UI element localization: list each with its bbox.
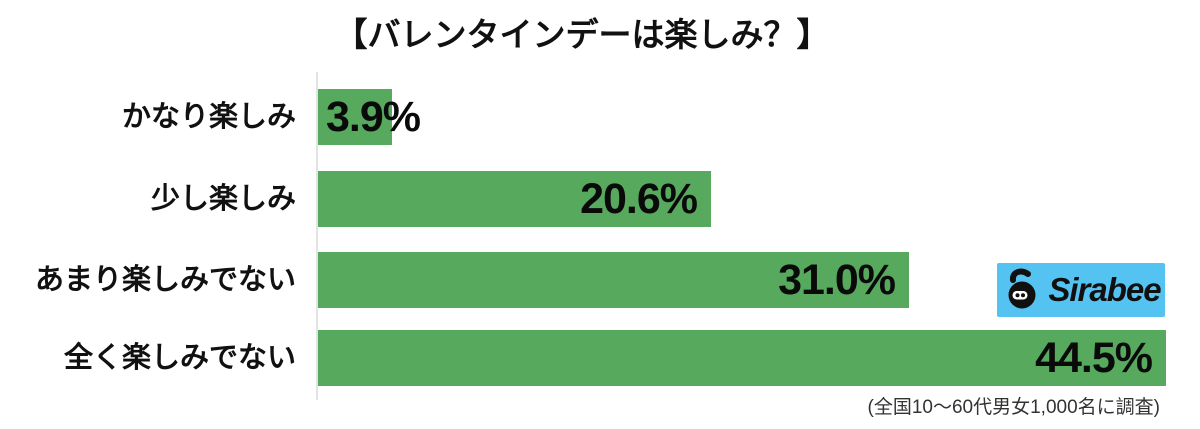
category-label: かなり楽しみ (121, 101, 296, 133)
bar: 44.5% (318, 330, 1166, 386)
category-label: あまり楽しみでない (34, 264, 296, 296)
category-label: 全く楽しみでない (63, 342, 296, 374)
sirabee-bee-icon (1008, 268, 1036, 309)
bar-value-label: 3.9% (326, 93, 421, 141)
bar: 20.6% (318, 171, 711, 227)
sirabee-logo-badge: Sirabee (997, 263, 1165, 317)
sirabee-logo-text: Sirabee (1048, 271, 1161, 308)
category-label: 少し楽しみ (150, 183, 296, 215)
bar: 3.9% (318, 89, 421, 145)
y-axis-line (316, 72, 318, 400)
bar-value-label: 20.6% (580, 175, 698, 223)
plot-area: 3.9% 20.6% 31.0% 44.5% (316, 70, 1168, 402)
survey-footnote: (全国10〜60代男女1,000名に調査) (867, 397, 1160, 418)
chart-title: 【バレンタインデーは楽しみ？】 (334, 16, 830, 53)
bar: 31.0% (318, 252, 909, 308)
bar-value-label: 44.5% (1035, 334, 1153, 382)
bar-value-label: 31.0% (778, 256, 896, 304)
